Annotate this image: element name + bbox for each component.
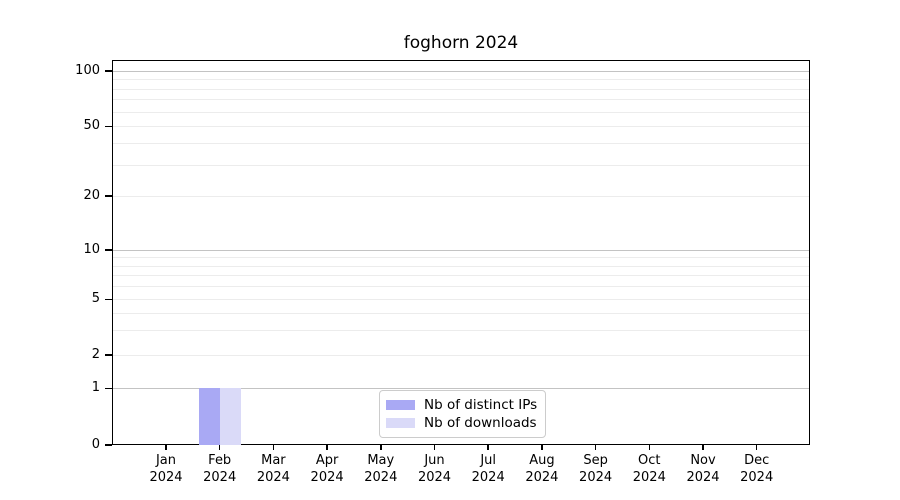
x-tick-month: Dec [744,453,770,468]
y-tick [105,70,112,72]
bar-downloads [220,388,242,445]
x-tick-month: Aug [529,453,555,468]
y-tick-label: 1 [91,380,100,395]
x-tick-month: Oct [638,453,661,468]
x-tick-month: Mar [261,453,286,468]
y-tick [105,249,112,251]
gridline [113,257,809,258]
y-tick-label: 5 [91,291,100,306]
x-tick-label: Sep 2024 [566,452,626,486]
x-tick-month: May [367,453,395,468]
gridline [113,70,809,72]
x-tick-year: 2024 [417,470,452,485]
x-tick-month: Jul [480,453,497,468]
x-tick [755,445,758,450]
x-tick [487,445,489,450]
gridline [113,99,809,100]
x-tick-month: Apr [315,453,339,468]
y-tick [105,354,112,356]
y-tick-label: 20 [83,187,100,203]
x-tick-label: Apr 2024 [297,452,357,486]
x-tick-year: 2024 [149,470,183,485]
gridline [113,275,809,276]
gridline [113,249,809,251]
x-tick-year: 2024 [203,470,237,485]
y-tick-label: 2 [91,346,100,362]
legend-label-distinct-ips: Nb of distinct IPs [424,397,538,413]
x-tick-label: Nov 2024 [673,452,733,486]
y-tick-label: 50 [83,118,100,133]
legend-swatch-downloads-icon [386,418,415,428]
x-tick-label: May 2024 [351,452,411,486]
x-tick-month: Nov [690,453,716,468]
x-tick [648,445,651,450]
x-tick-label: Dec 2024 [727,452,787,486]
x-tick-year: 2024 [525,470,559,485]
x-tick [702,445,704,450]
x-tick-label: Oct 2024 [619,452,679,486]
legend-entry-downloads: Nb of downloads [386,415,537,431]
x-tick-month: Sep [583,453,608,468]
x-tick-month: Feb [208,453,232,468]
gridline [113,111,809,113]
y-tick-label: 0 [91,436,100,452]
x-tick-label: Feb 2024 [190,452,250,486]
x-tick-label: Jun 2024 [405,452,465,486]
x-tick-month: Jan [155,453,177,468]
x-tick [594,445,597,450]
bar-distinct-ips [199,388,221,445]
gridline [113,195,809,197]
x-tick-year: 2024 [256,470,290,485]
chart-title: foghorn 2024 [403,33,519,53]
y-tick [105,387,112,389]
x-tick-year: 2024 [632,470,666,485]
y-tick [105,444,112,446]
gridline [113,79,809,80]
y-tick [105,195,112,197]
x-tick-month: Jun [424,453,445,468]
gridline [113,388,809,389]
gridline [113,330,809,331]
y-tick-label: 100 [75,62,100,78]
legend-entry-distinct-ips: Nb of distinct IPs [386,397,537,413]
x-tick-label: Jan 2024 [136,452,196,486]
gridline [113,299,809,300]
plot-area [112,60,810,445]
gridline [113,354,809,356]
x-tick [326,445,328,450]
gridline [113,265,809,267]
gridline [113,143,809,144]
x-tick [272,445,275,450]
legend-label-downloads: Nb of downloads [424,415,537,431]
x-tick-label: Jul 2024 [458,452,518,486]
x-tick-year: 2024 [310,470,344,485]
x-tick-year: 2024 [740,470,774,485]
gridline [113,88,809,90]
x-tick [380,445,382,450]
x-tick-year: 2024 [686,470,720,485]
x-tick-label: Aug 2024 [512,452,572,486]
y-tick [105,298,112,300]
gridline [113,312,809,314]
x-tick [541,445,543,450]
gridline [113,286,809,287]
x-tick [165,445,167,450]
gridline [113,126,809,127]
x-tick [218,445,221,450]
y-tick-label: 10 [83,241,100,257]
y-tick [105,125,112,127]
gridline [113,165,809,166]
x-tick-year: 2024 [579,470,613,485]
x-tick-year: 2024 [364,470,398,485]
legend: Nb of distinct IPs Nb of downloads [379,390,546,438]
x-tick-label: Mar 2024 [243,452,303,486]
x-tick-year: 2024 [471,470,505,485]
x-tick [433,445,436,450]
legend-swatch-distinct-ips-icon [386,400,415,410]
